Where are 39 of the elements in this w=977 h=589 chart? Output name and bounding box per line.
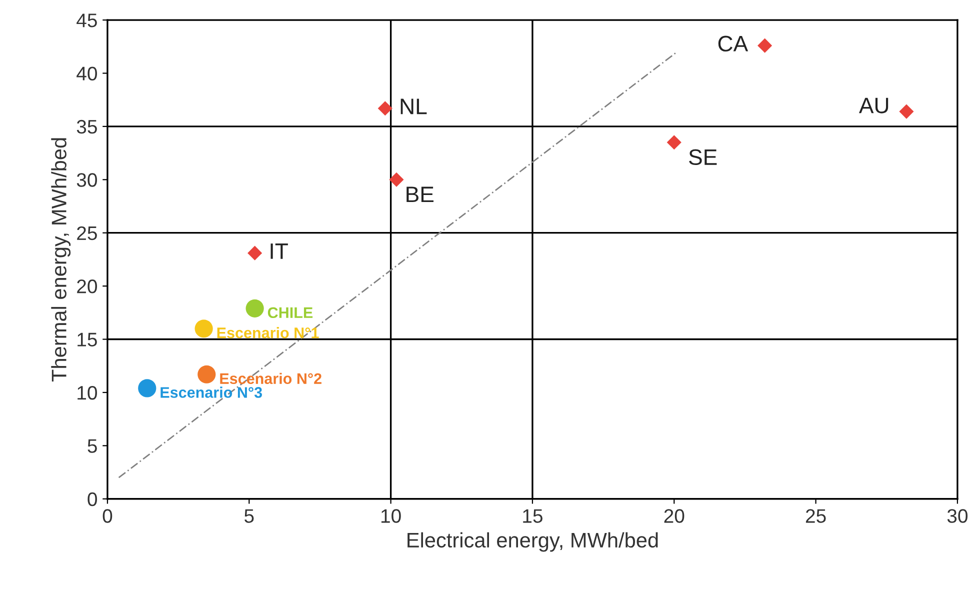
point — [666, 135, 682, 150]
y-tick-label: 15 — [78, 332, 97, 346]
y-tick-label: 45 — [76, 14, 97, 28]
point — [246, 299, 264, 318]
point — [389, 172, 404, 187]
y-tick-label: 40 — [76, 66, 97, 80]
x-tick-label: 0 — [102, 509, 112, 523]
x-tick-label: 30 — [947, 509, 968, 523]
series-label: Escenario N°3 — [160, 386, 262, 398]
y-axis-title: Thermal energy, MWh/bed — [51, 138, 71, 382]
y-tick-label: 25 — [77, 226, 97, 240]
y-tick-label: 30 — [76, 173, 97, 187]
x-tick-label: 20 — [664, 509, 684, 523]
series-label: Escenario N°2 — [220, 372, 322, 384]
annotation: SE — [689, 149, 717, 166]
point — [899, 104, 914, 119]
point — [248, 246, 262, 260]
series-label: Escenario N°1 — [217, 327, 319, 338]
annotation: BE — [406, 186, 434, 202]
x-tick-label: 10 — [381, 509, 401, 523]
point — [138, 379, 156, 398]
x-tick-label: 5 — [244, 509, 254, 523]
x-tick-label: 15 — [523, 509, 542, 523]
annotation: CA — [718, 36, 748, 52]
y-tick-label: 35 — [76, 120, 97, 134]
y-tick-label: 10 — [78, 386, 97, 400]
x-axis-title: Electrical energy, MWh/bed — [408, 532, 658, 552]
y-tick-label: 5 — [88, 439, 97, 453]
series-label: CHILE — [268, 307, 313, 318]
point — [198, 365, 216, 384]
point — [758, 38, 772, 53]
x-tick-label: 25 — [806, 509, 826, 523]
annotation: AU — [858, 98, 888, 114]
annotation: NL — [400, 98, 427, 114]
point — [194, 320, 213, 338]
y-tick-label: 0 — [88, 492, 97, 506]
point — [378, 101, 392, 116]
annotation: IT — [270, 244, 288, 259]
y-tick-label: 20 — [77, 280, 97, 294]
